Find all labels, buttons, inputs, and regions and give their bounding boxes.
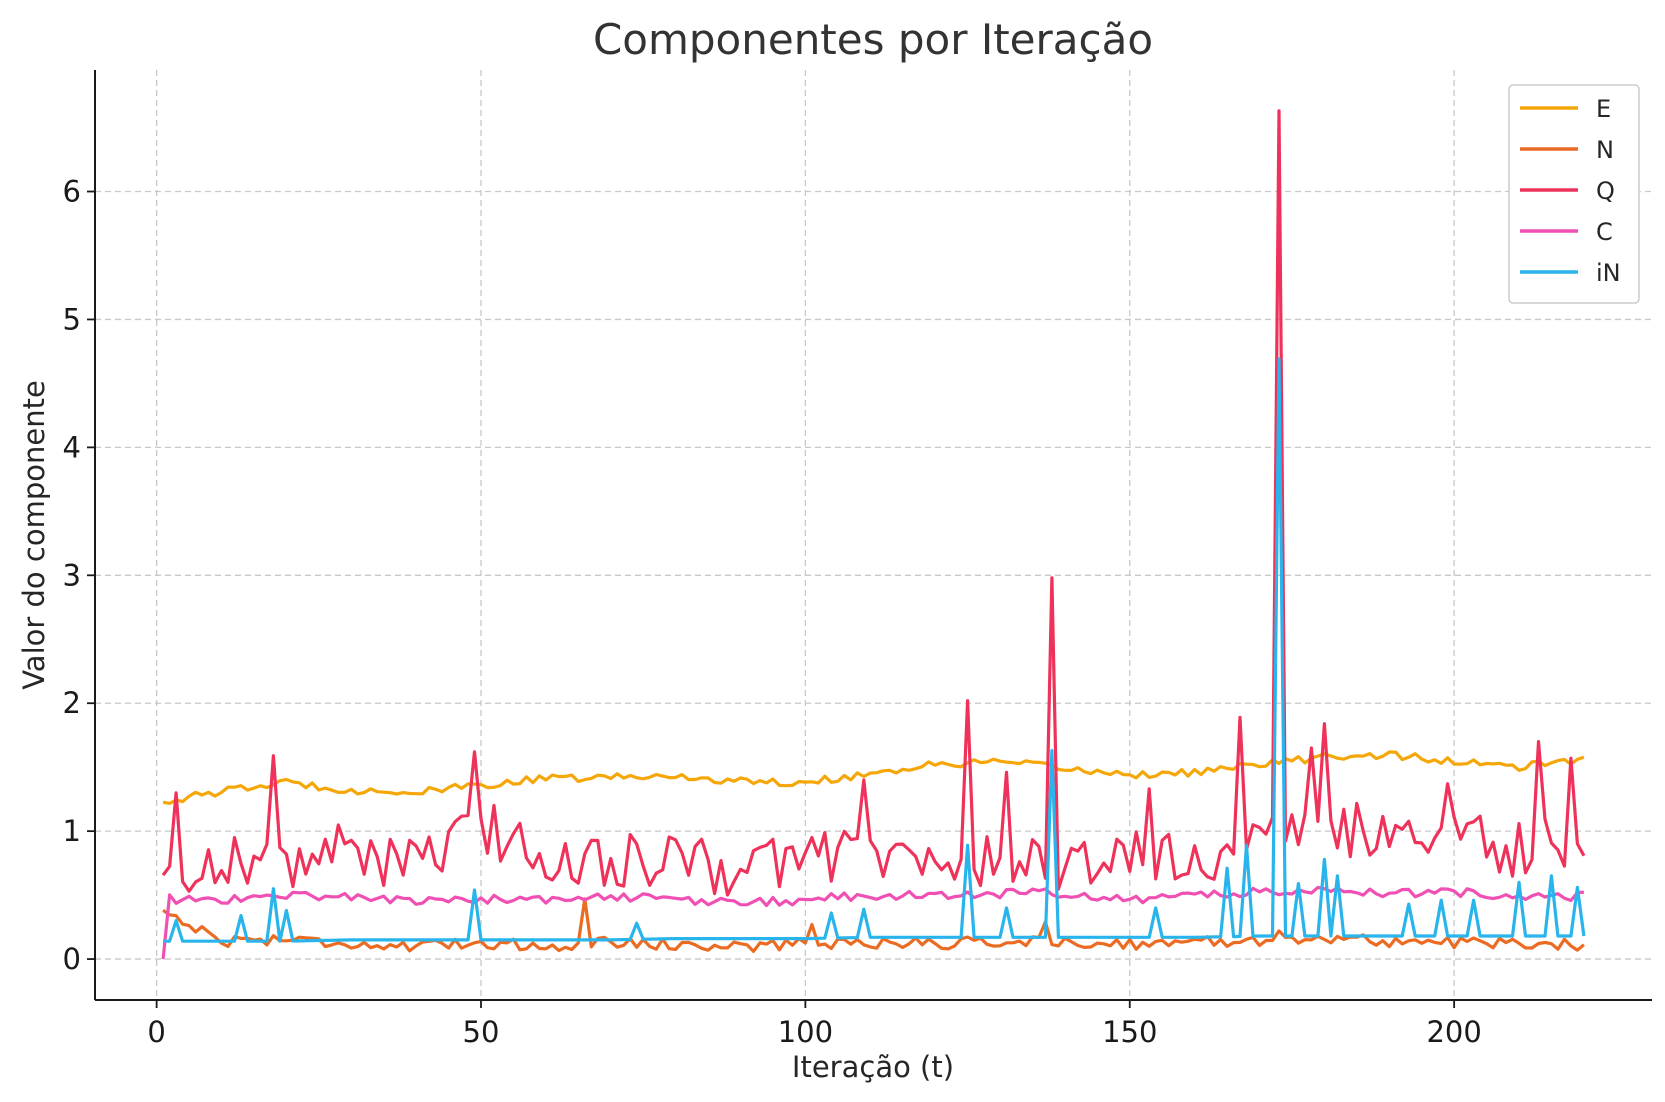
- series-line-n: [162, 897, 1585, 953]
- x-tick-label: 50: [463, 1015, 500, 1049]
- legend-label-n: N: [1596, 136, 1614, 164]
- series-line-c: [161, 885, 1584, 960]
- y-tick-label: 4: [63, 430, 81, 464]
- series-lines: [161, 109, 1586, 960]
- x-tick-label: 150: [1102, 1015, 1157, 1049]
- y-axis-label: Valor do componente: [17, 380, 51, 690]
- x-tick-label: 100: [778, 1015, 833, 1049]
- legend-label-q: Q: [1596, 177, 1615, 205]
- x-tick-label: 0: [147, 1015, 165, 1049]
- axes: [94, 70, 1652, 1001]
- legend-box: [1508, 84, 1640, 304]
- series-line-e: [162, 750, 1585, 805]
- legend-label-in: iN: [1596, 259, 1621, 287]
- x-axis-label: Iteração (t): [792, 1050, 954, 1084]
- y-tick-label: 6: [63, 175, 81, 209]
- grid: [95, 70, 1652, 1000]
- series-line-in: [163, 357, 1586, 943]
- x-tick-label: 200: [1426, 1015, 1481, 1049]
- legend-label-e: E: [1596, 95, 1611, 123]
- y-tick-label: 5: [63, 302, 81, 336]
- legend-label-c: C: [1596, 218, 1613, 246]
- y-tick-label: 1: [63, 814, 81, 848]
- y-tick-label: 2: [63, 686, 81, 720]
- series-line-q: [161, 109, 1586, 897]
- chart-title: Componentes por Iteração: [593, 15, 1153, 64]
- y-tick-label: 0: [63, 942, 81, 976]
- tick-labels: 0 50 100 150 200 0 1 2 3 4 5 6: [63, 175, 1482, 1049]
- y-tick-label: 3: [63, 558, 81, 592]
